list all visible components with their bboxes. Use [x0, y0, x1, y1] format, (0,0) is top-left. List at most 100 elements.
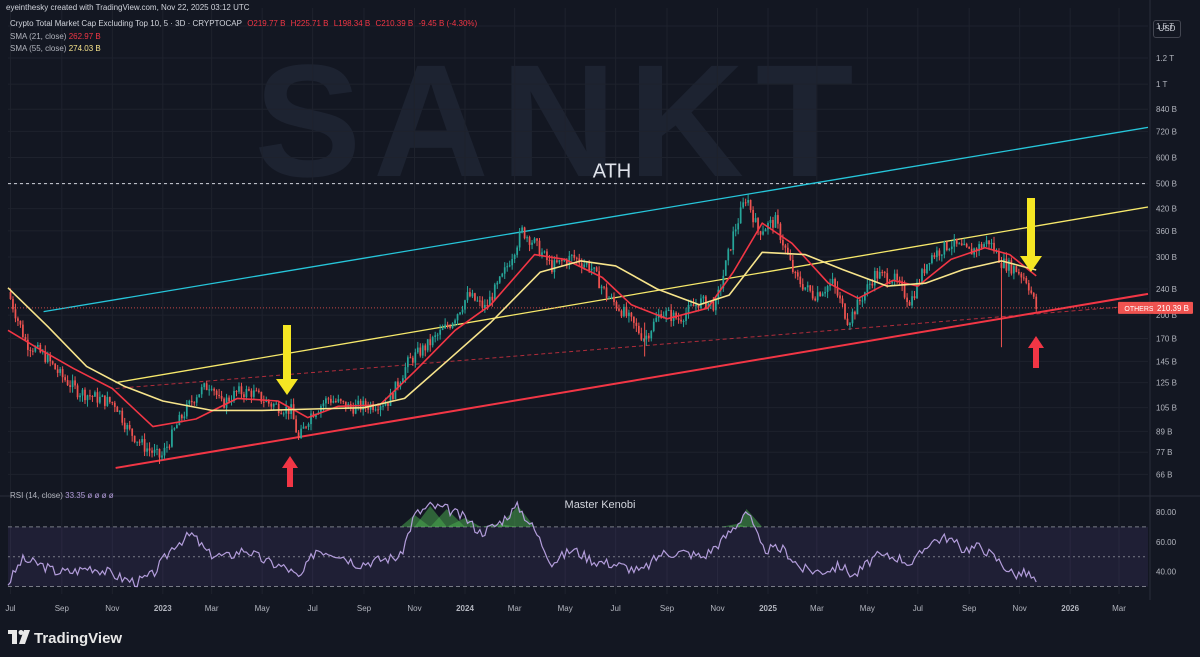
candle-body [742, 202, 745, 208]
price-chart[interactable]: SANKT ATH 1.5 T 1.2 T 1 T 840 B 720 B 600 B 50… [0, 0, 1200, 624]
time-tick-label: 2023 [154, 604, 172, 613]
candle-body [1022, 277, 1025, 279]
candle [513, 253, 516, 264]
candle-body [126, 425, 129, 430]
candle [640, 327, 643, 342]
candle-body [844, 303, 846, 319]
price-tick-label: 360 B [1156, 227, 1177, 236]
candle-body [275, 403, 278, 405]
candle-body [81, 389, 84, 396]
candle-body [682, 321, 685, 323]
candle-body [560, 260, 563, 262]
candle-body [262, 401, 265, 403]
candle [953, 234, 956, 253]
candle-body [826, 286, 829, 292]
candle-body [488, 296, 491, 306]
candle-body [834, 278, 836, 288]
candle [133, 435, 136, 444]
candle-body [402, 378, 404, 383]
candle-body [49, 354, 52, 362]
candle [508, 260, 511, 268]
candle [931, 252, 933, 265]
rsi-tick-label: 40.00 [1156, 568, 1177, 577]
candle [121, 407, 124, 426]
candle-body [79, 395, 81, 398]
candle [131, 428, 134, 442]
candle-body [158, 448, 161, 458]
candle-body [722, 275, 725, 289]
price-tick-label: 500 B [1156, 180, 1177, 189]
candle-body [419, 347, 422, 356]
candle [1035, 293, 1038, 312]
candle [64, 374, 66, 382]
candle [27, 333, 29, 357]
candle-body [431, 337, 434, 346]
annotations: ATH [276, 161, 1044, 487]
candle-body [255, 390, 258, 392]
candle [774, 212, 777, 228]
candle-body [225, 397, 228, 408]
candle-body [471, 293, 474, 297]
candle-body [998, 251, 1000, 263]
candle-body [593, 267, 596, 269]
candle [168, 444, 171, 450]
candle [54, 363, 57, 370]
candle-body [9, 292, 12, 300]
candle [71, 374, 74, 393]
candle [158, 448, 161, 464]
candle [409, 352, 412, 359]
candle [628, 309, 630, 323]
candle-body [106, 396, 109, 406]
candle-body [434, 335, 437, 338]
candle-body [210, 388, 213, 390]
candle [908, 300, 911, 306]
candle [103, 395, 106, 410]
candle [732, 226, 735, 255]
ath-label: ATH [593, 161, 632, 183]
tradingview-logo[interactable]: TradingView [8, 630, 122, 647]
candle [123, 417, 126, 433]
candle [99, 391, 101, 405]
candle [51, 360, 54, 366]
candle-body [888, 283, 891, 285]
candle-body [556, 260, 558, 263]
candle [307, 422, 310, 431]
candle [998, 248, 1000, 263]
candle [501, 272, 504, 278]
candle-body [588, 263, 591, 271]
candle [282, 411, 285, 417]
candle [223, 397, 225, 409]
candle-body [300, 428, 302, 439]
currency-button[interactable]: USD [1153, 20, 1181, 38]
price-tick-label: 1.5 T [1156, 22, 1174, 31]
candle-body [277, 403, 280, 414]
candle-body [985, 240, 988, 245]
candle-body [397, 381, 399, 387]
candle [744, 198, 747, 207]
candle-body [123, 422, 126, 430]
candle-body [389, 393, 392, 406]
candle [205, 380, 208, 391]
candle-body [948, 248, 951, 251]
candle-body [1008, 260, 1010, 271]
candle-body [876, 270, 879, 279]
candle [727, 247, 730, 266]
candle-body [190, 400, 193, 403]
candle [76, 383, 79, 400]
time-tick-label: Jul [913, 604, 923, 613]
candle-body [103, 395, 106, 406]
grid [0, 0, 1200, 600]
footer-bar [0, 624, 1200, 657]
candle-body [66, 380, 69, 386]
candle-body [839, 295, 841, 299]
candle [625, 302, 628, 318]
rsi-line [7, 500, 1037, 588]
candle-body [744, 202, 747, 204]
candle-body [404, 367, 407, 379]
candle [811, 285, 814, 301]
candle-body [531, 242, 533, 245]
candle [379, 404, 382, 417]
candle-body [968, 246, 971, 249]
candle [868, 279, 871, 290]
candle [1013, 262, 1015, 280]
